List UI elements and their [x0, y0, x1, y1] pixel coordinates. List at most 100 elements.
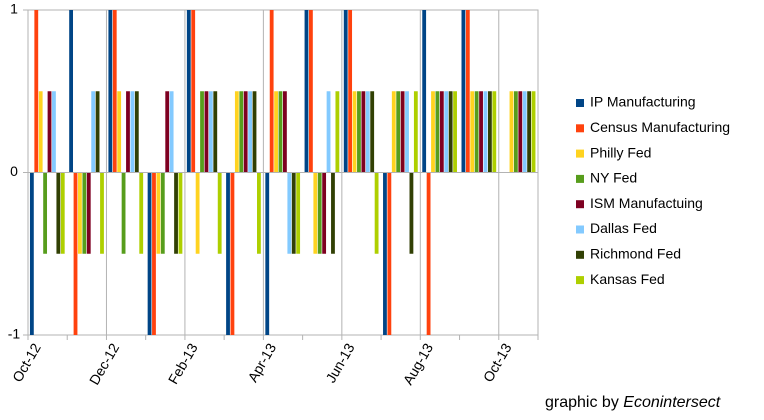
bar: [82, 172, 87, 254]
bar: [91, 91, 96, 173]
credit: graphic by Econintersect: [545, 394, 721, 411]
bar: [108, 10, 113, 173]
bar: [335, 91, 340, 173]
bar: [343, 10, 348, 173]
bar: [296, 172, 301, 254]
x-tick-label: Apr-13: [244, 340, 279, 385]
bar: [112, 10, 117, 173]
bar: [383, 172, 387, 335]
bar: [56, 172, 61, 254]
legend-label: Richmond Fed: [590, 246, 681, 262]
bar: [134, 91, 139, 173]
bar: [265, 172, 270, 335]
bar: [156, 172, 161, 254]
bar: [86, 172, 91, 254]
bar: [283, 91, 287, 173]
bar: [169, 91, 174, 173]
legend-swatch: [576, 124, 584, 133]
bar: [69, 10, 74, 173]
bar: [479, 91, 483, 173]
bar: [439, 91, 444, 173]
legend-label: Census Manufacturing: [590, 119, 730, 135]
bar: [29, 172, 34, 335]
bar: [73, 172, 78, 335]
bar: [431, 91, 435, 173]
bar: [278, 91, 283, 173]
bar: [43, 172, 48, 254]
bar: [513, 91, 518, 173]
bar: [152, 172, 156, 335]
legend-label: Kansas Fed: [590, 271, 665, 287]
bar: [217, 172, 222, 254]
bar: [435, 91, 440, 173]
bar: [400, 91, 405, 173]
bar: [257, 172, 261, 254]
y-tick-label: 0: [10, 163, 18, 179]
bar: [213, 91, 218, 173]
bar: [531, 91, 536, 173]
bar: [52, 91, 56, 173]
bar: [200, 91, 204, 173]
legend-label: ISM Manufactuing: [590, 195, 703, 211]
bar: [186, 10, 191, 173]
bar: [208, 91, 213, 173]
bar: [147, 172, 152, 335]
bar: [191, 10, 196, 173]
bar: [95, 91, 100, 173]
legend-swatch: [576, 174, 584, 183]
bar: [139, 172, 144, 254]
bar: [226, 172, 230, 335]
bar: [230, 172, 235, 335]
bar: [78, 172, 82, 254]
bar: [121, 172, 126, 254]
bar: [387, 172, 392, 335]
bar: [160, 172, 165, 254]
bar: [405, 91, 409, 173]
bar: [313, 172, 318, 254]
bar: [317, 172, 322, 254]
bar: [474, 91, 479, 173]
bar: [413, 91, 418, 173]
bar: [470, 91, 475, 173]
bar: [287, 172, 292, 254]
bar: [239, 91, 244, 173]
bar: [248, 91, 252, 173]
bar: [195, 172, 200, 254]
y-tick-label: -1: [8, 326, 21, 342]
bar: [38, 91, 43, 173]
x-tick-label: Dec-12: [86, 340, 123, 387]
x-tick-label: Oct-12: [9, 340, 44, 385]
bar: [243, 91, 248, 173]
bar: [374, 172, 379, 254]
legend-label: IP Manufacturing: [590, 94, 696, 110]
x-tick-label: Feb-13: [165, 340, 201, 387]
bar: [453, 91, 457, 173]
credit-source: Econintersect: [623, 394, 720, 411]
legend-label: Dallas Fed: [590, 220, 657, 236]
bar: [444, 91, 449, 173]
bar: [117, 91, 122, 173]
bar: [34, 10, 39, 173]
legend-swatch: [576, 250, 584, 259]
bar: [422, 10, 427, 173]
credit-text: graphic by: [545, 394, 619, 411]
legend-label: NY Fed: [590, 170, 637, 186]
bar: [509, 91, 514, 173]
bar: [527, 91, 532, 173]
bar: [357, 91, 361, 173]
x-tick-label: Oct-13: [480, 340, 515, 385]
bar: [165, 91, 170, 173]
x-tick-label: Aug-13: [400, 340, 437, 387]
bar: [465, 10, 470, 173]
legend-swatch: [576, 225, 584, 234]
bar: [100, 172, 104, 254]
bar: [269, 10, 274, 173]
bar: [391, 91, 396, 173]
y-tick-label: 1: [10, 1, 18, 17]
legend-swatch: [576, 276, 584, 285]
bar: [252, 91, 257, 173]
bar: [274, 91, 278, 173]
legend-label: Philly Fed: [590, 144, 651, 160]
x-tick-label: Jun-13: [322, 340, 357, 385]
